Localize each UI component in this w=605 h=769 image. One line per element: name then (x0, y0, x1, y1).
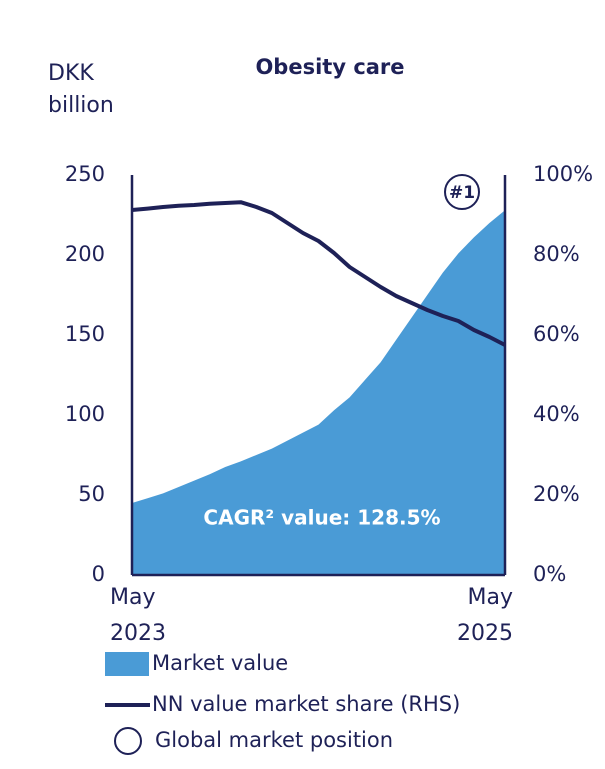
legend-label: NN value market share (RHS) (152, 692, 460, 716)
y-tick-label: 100 (65, 402, 105, 426)
chart-title: Obesity care (255, 55, 404, 79)
y-tick-label: 150 (65, 322, 105, 346)
legend-label: Market value (152, 651, 288, 675)
y2-tick-label: 100% (533, 162, 593, 186)
annotation: CAGR² value: 128.5% (203, 506, 440, 530)
y2-tick-label: 80% (533, 242, 580, 266)
legend-swatch (114, 727, 142, 755)
line (131, 200, 506, 347)
y-axis-label: DKK billion (48, 61, 114, 118)
y2-tick-label: 60% (533, 322, 580, 346)
y2-tick-label: 20% (533, 482, 580, 506)
y2-tick-label: 0% (533, 562, 566, 586)
y-tick-label: 200 (65, 242, 105, 266)
legend-label: Global market position (155, 728, 393, 752)
y-tick-label: 250 (65, 162, 105, 186)
legend-swatch (105, 652, 149, 676)
position-label: #1 (449, 183, 475, 203)
area (132, 210, 505, 575)
x-tick-label: May 2023 (110, 585, 166, 646)
y2-tick-label: 40% (533, 402, 580, 426)
position-circle (444, 174, 480, 210)
y-tick-label: 50 (78, 482, 105, 506)
x-tick-label: May 2025 (457, 585, 513, 646)
y-tick-label: 0 (92, 562, 105, 586)
